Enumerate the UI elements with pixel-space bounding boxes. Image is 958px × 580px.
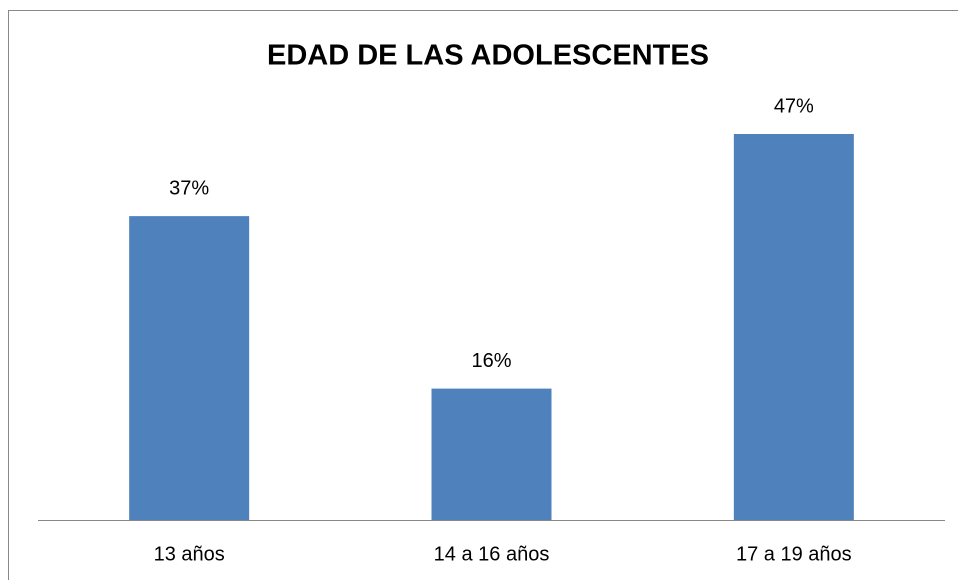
value-label: 16% bbox=[471, 350, 511, 372]
bar bbox=[733, 134, 854, 520]
bar bbox=[129, 216, 250, 520]
x-tick-label: 13 años bbox=[154, 543, 225, 565]
bar bbox=[431, 388, 552, 520]
value-label: 37% bbox=[169, 177, 209, 199]
value-label: 47% bbox=[774, 95, 814, 117]
x-tick-label: 14 a 16 años bbox=[434, 543, 550, 565]
chart-title: EDAD DE LAS ADOLESCENTES bbox=[267, 40, 709, 72]
x-tick-label: 17 a 19 años bbox=[736, 543, 852, 565]
